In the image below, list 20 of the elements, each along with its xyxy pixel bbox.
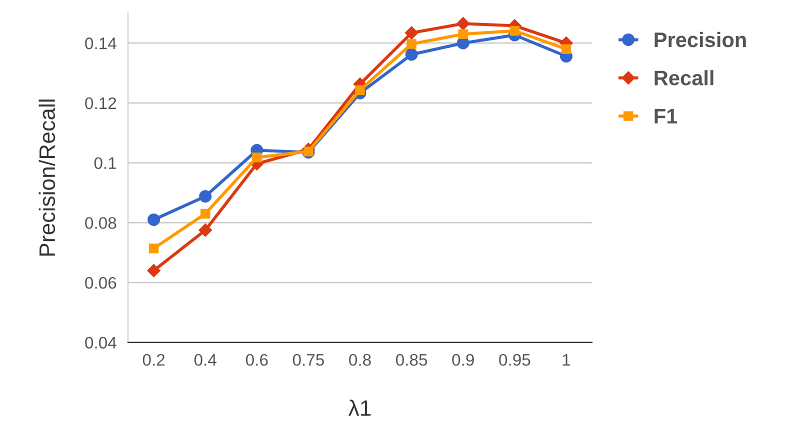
x-tick-label: 0.75	[292, 354, 324, 366]
x-tick-label: 1	[562, 354, 570, 366]
y-axis-title: Precision/Recall	[38, 100, 56, 256]
y-tick-label: 0.12	[85, 97, 116, 110]
x-tick-label: 0.95	[499, 354, 530, 366]
x-tick-label: 0.85	[396, 354, 428, 366]
y-tick-label: 0.1	[94, 157, 116, 170]
y-tick-label: 0.06	[85, 276, 116, 289]
y-tick-label: 0.14	[85, 38, 116, 50]
x-tick-label: 0.9	[452, 354, 474, 366]
x-tick-label: 0.8	[349, 354, 371, 366]
x-tick-label: 0.4	[194, 354, 216, 366]
x-tick-label: 0.2	[142, 354, 165, 366]
legend-label: Precision	[654, 32, 746, 48]
x-tick-label: 0.6	[246, 354, 268, 366]
legend-label: F1	[654, 109, 678, 124]
x-axis-title: λ1	[348, 400, 371, 416]
legend-label: Recall	[654, 70, 714, 86]
y-tick-label: 0.04	[85, 336, 116, 349]
y-tick-label: 0.08	[85, 217, 116, 229]
